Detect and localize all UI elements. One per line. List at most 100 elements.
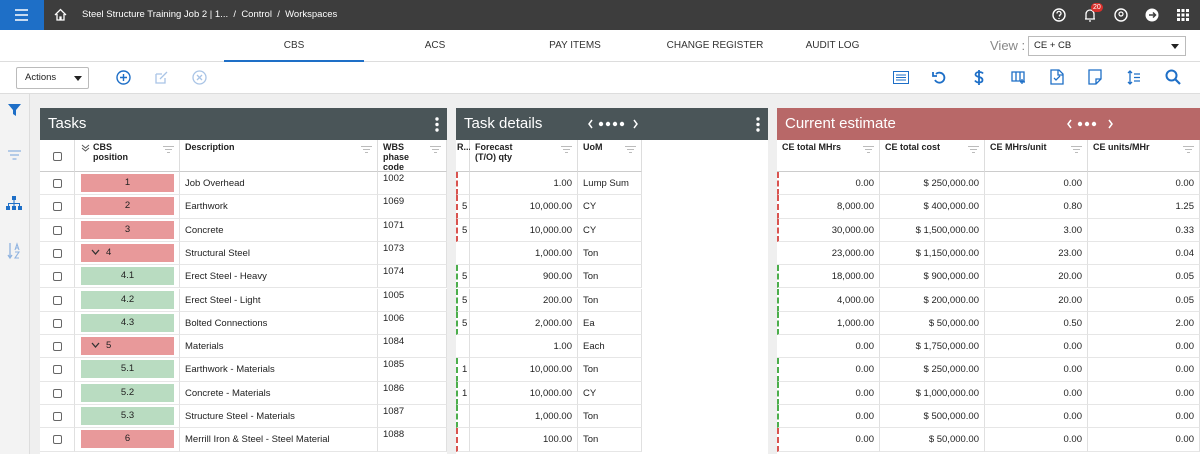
- position-cell: 1: [75, 172, 180, 196]
- ce-units-mhr: 0.00: [1088, 405, 1200, 429]
- position: 5.2: [120, 386, 135, 398]
- list-icon[interactable]: [893, 71, 909, 84]
- column-title: CBS position: [93, 142, 128, 162]
- checkbox[interactable]: [53, 388, 62, 398]
- forecast-qty: 2,000.00: [470, 311, 578, 336]
- tasks-panel: Tasks CBS position Description WBS phase c…: [40, 108, 447, 454]
- expand-chevron[interactable]: [91, 249, 100, 255]
- user-icon[interactable]: [1114, 8, 1128, 22]
- search-icon[interactable]: [1165, 69, 1181, 85]
- forecast-qty: 10,000.00: [470, 218, 578, 242]
- note-icon[interactable]: [1088, 69, 1102, 85]
- filter-lines-icon[interactable]: [8, 150, 21, 160]
- ce-mhrs-unit: 0.00: [985, 428, 1088, 452]
- r-cell: [456, 172, 470, 196]
- column-header[interactable]: CE MHrs/unit: [985, 140, 1088, 172]
- position-cell: 5: [75, 335, 180, 359]
- add-icon[interactable]: [116, 70, 131, 85]
- column-title: Forecast (T/O) qty: [475, 142, 513, 162]
- r-cell: [456, 428, 470, 452]
- crumb[interactable]: Steel Structure Training Job 2 | 1...: [82, 9, 229, 20]
- checkbox[interactable]: [53, 435, 62, 445]
- position-cell: 5.2: [75, 381, 180, 405]
- r-cell: [456, 335, 470, 359]
- hierarchy-icon[interactable]: [6, 196, 22, 210]
- panel-title: Tasks: [48, 115, 87, 132]
- help-icon[interactable]: [1052, 8, 1066, 22]
- position-chip[interactable]: 5.2: [81, 383, 174, 402]
- view-select[interactable]: CE + CB: [1028, 36, 1186, 56]
- position-chip[interactable]: 5.3: [81, 407, 174, 425]
- column-header[interactable]: CE total cost: [880, 140, 985, 172]
- tab[interactable]: CHANGE REGISTER: [666, 40, 764, 51]
- undo-icon[interactable]: [932, 70, 947, 85]
- filter-icon[interactable]: [8, 104, 21, 116]
- column-header[interactable]: Forecast (T/O) qty: [470, 140, 578, 172]
- tab[interactable]: PAY ITEMS: [549, 40, 601, 51]
- ce-mhrs: 0.00: [777, 428, 880, 452]
- column-header[interactable]: Description: [180, 140, 378, 172]
- checkbox[interactable]: [53, 365, 62, 375]
- sort-icon[interactable]: [1127, 70, 1141, 85]
- crumb[interactable]: Workspaces: [285, 9, 338, 20]
- position-chip[interactable]: 2: [81, 197, 174, 216]
- tab[interactable]: ACS: [424, 40, 446, 51]
- checkbox[interactable]: [53, 202, 62, 212]
- description: Structure Steel - Materials: [180, 405, 378, 429]
- uom: Ton: [578, 358, 642, 382]
- position-chip[interactable]: 4.2: [81, 290, 174, 309]
- checkbox-cell: [40, 265, 75, 289]
- ce-cost: $ 1,500,000.00: [880, 218, 985, 242]
- r-cell: 5: [456, 288, 470, 312]
- checkbox[interactable]: [53, 318, 62, 328]
- checkbox[interactable]: [53, 295, 62, 305]
- position-chip[interactable]: 4.3: [81, 313, 174, 332]
- forecast-qty: 900.00: [470, 265, 578, 289]
- position-chip[interactable]: 5.1: [81, 360, 174, 379]
- ce-mhrs: 0.00: [777, 381, 880, 405]
- expand-chevron[interactable]: [91, 342, 100, 349]
- checkbox[interactable]: [53, 412, 62, 421]
- logout-icon[interactable]: [1145, 8, 1159, 22]
- checkbox[interactable]: [53, 225, 62, 235]
- position-chip[interactable]: 4.1: [81, 267, 174, 286]
- column-header[interactable]: CBS position: [75, 140, 180, 172]
- column-header[interactable]: UoM: [578, 140, 642, 172]
- column-header[interactable]: WBS phase code: [378, 140, 447, 172]
- toolbar: Actions: [0, 62, 1200, 94]
- checkbox-cell: [40, 218, 75, 242]
- checkbox[interactable]: [53, 152, 62, 161]
- checkbox[interactable]: [53, 342, 62, 352]
- crumb[interactable]: Control: [241, 9, 272, 20]
- doc-icon[interactable]: [1050, 69, 1064, 85]
- position-chip[interactable]: 6: [81, 430, 174, 449]
- column-header[interactable]: CE units/MHr: [1088, 140, 1200, 172]
- edit-icon: [155, 71, 168, 84]
- position-chip[interactable]: 4: [81, 243, 174, 262]
- position-chip[interactable]: 3: [81, 220, 174, 239]
- apps-icon[interactable]: [1177, 9, 1189, 21]
- ce-units-mhr: 0.00: [1088, 358, 1200, 382]
- panel-header: Current estimate: [777, 108, 1200, 140]
- column-header[interactable]: R...: [456, 140, 471, 172]
- position-chip[interactable]: 5: [81, 337, 174, 356]
- column-header[interactable]: CE total MHrs: [777, 140, 880, 172]
- actions-dropdown[interactable]: Actions: [16, 67, 89, 89]
- ce-mhrs-unit: 0.00: [985, 335, 1088, 359]
- columns-icon[interactable]: [1011, 70, 1027, 85]
- tab[interactable]: AUDIT LOG: [805, 40, 860, 51]
- ce-units-mhr: 0.00: [1088, 335, 1200, 359]
- position-chip[interactable]: 1: [81, 174, 174, 192]
- position: 1: [124, 177, 131, 188]
- alpha-sort-icon[interactable]: [7, 242, 21, 260]
- tab[interactable]: CBS: [224, 30, 364, 62]
- currency-icon[interactable]: [973, 69, 985, 86]
- menu-button[interactable]: [0, 0, 44, 30]
- ce-units-mhr: 0.04: [1088, 241, 1200, 266]
- home-icon[interactable]: [54, 8, 67, 21]
- position-cell: 4.1: [75, 265, 180, 289]
- checkbox[interactable]: [53, 272, 62, 282]
- checkbox[interactable]: [53, 179, 62, 188]
- checkbox[interactable]: [53, 248, 62, 258]
